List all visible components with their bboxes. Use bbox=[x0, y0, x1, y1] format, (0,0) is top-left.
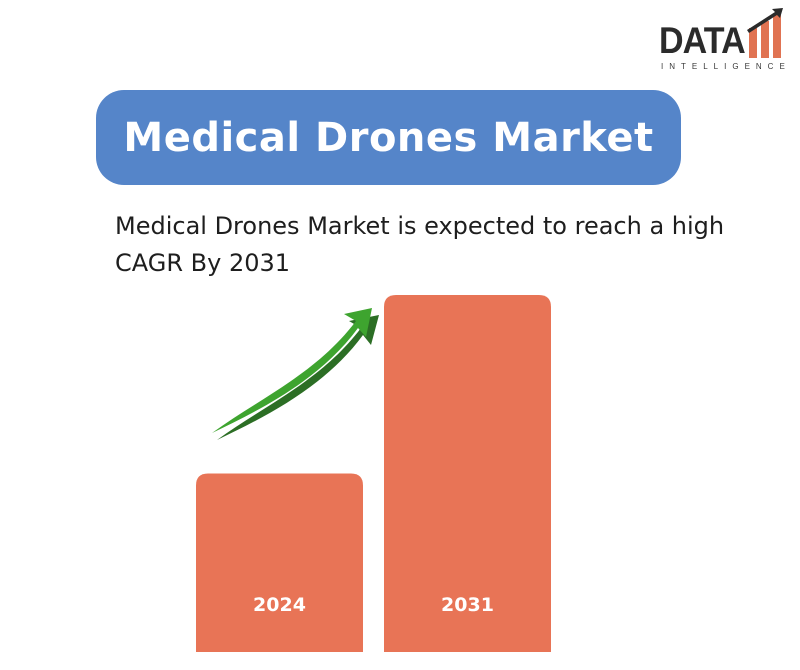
growth-arrow-icon bbox=[212, 308, 379, 440]
bar-2024 bbox=[196, 473, 363, 652]
bar-label-2024: 2024 bbox=[253, 594, 306, 616]
logo-tagline: INTELLIGENCE bbox=[661, 62, 791, 71]
bar-label-2031: 2031 bbox=[441, 594, 494, 616]
bar-2031 bbox=[384, 295, 551, 652]
logo-wordmark: DATA bbox=[659, 20, 746, 61]
data-intelligence-logo: DATA INTELLIGENCE bbox=[655, 8, 790, 72]
page-title: Medical Drones Market bbox=[123, 114, 654, 161]
title-banner: Medical Drones Market bbox=[96, 90, 681, 185]
subtitle: Medical Drones Market is expected to rea… bbox=[115, 212, 725, 277]
logo-bars-icon bbox=[747, 8, 783, 58]
